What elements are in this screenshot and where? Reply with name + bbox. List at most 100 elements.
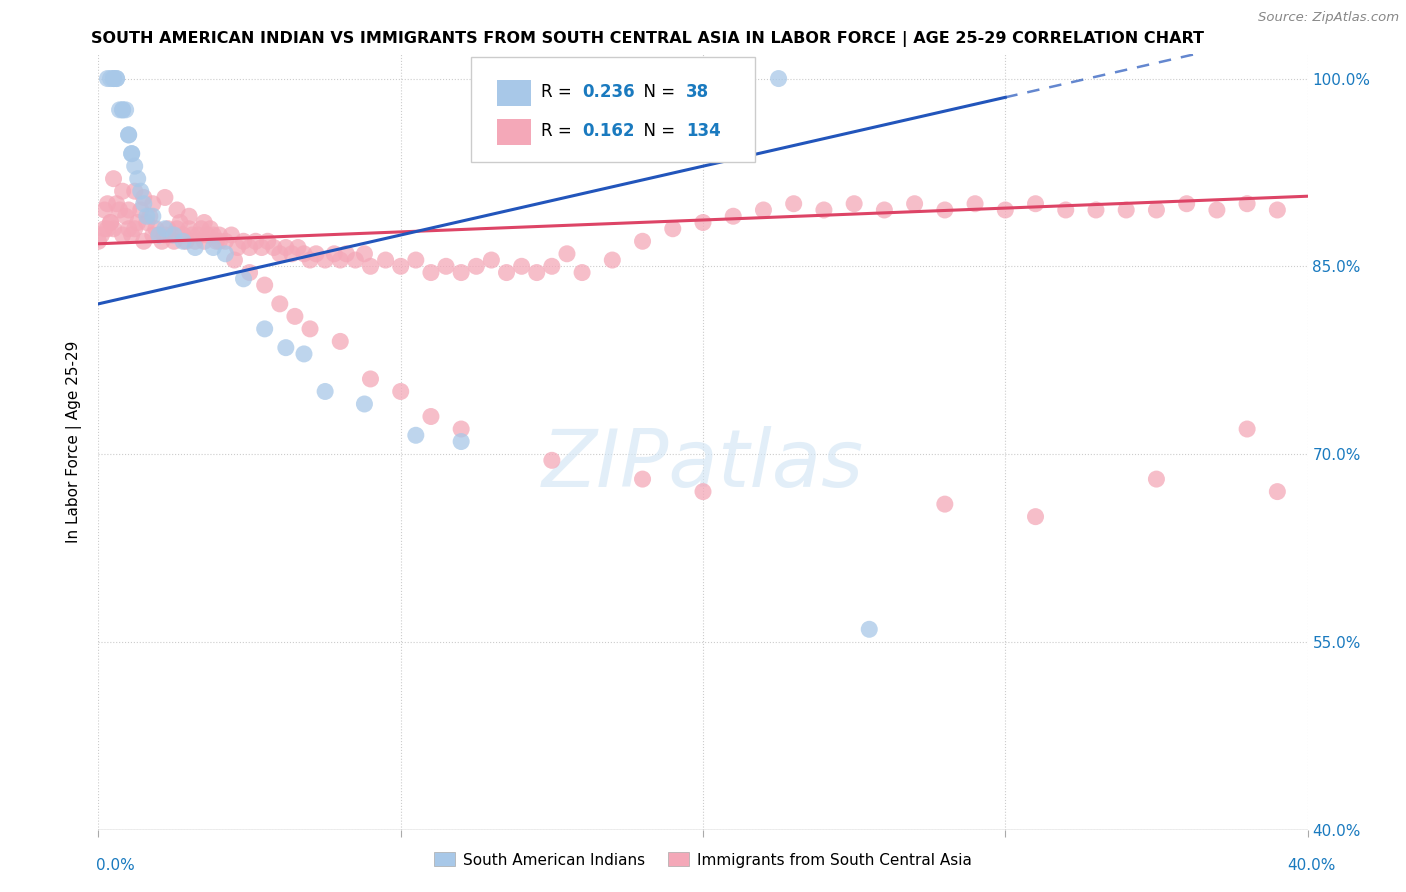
Point <box>305 247 328 261</box>
Point <box>200 221 222 235</box>
Point <box>752 202 775 217</box>
Text: 0.236: 0.236 <box>582 83 634 102</box>
Point <box>299 322 322 336</box>
Point <box>163 234 186 248</box>
Point <box>934 202 956 217</box>
Point <box>179 221 201 235</box>
Point <box>420 409 443 424</box>
Point <box>389 384 412 399</box>
Point <box>465 260 488 274</box>
Point <box>540 453 562 467</box>
Point <box>121 146 143 161</box>
Point <box>208 234 231 248</box>
Point <box>360 260 382 274</box>
Point <box>526 266 548 280</box>
Point <box>510 260 533 274</box>
Point <box>96 71 118 86</box>
Text: N =: N = <box>633 122 681 140</box>
Point <box>314 384 336 399</box>
Text: 40.0%: 40.0% <box>1288 858 1336 872</box>
Point <box>114 103 136 117</box>
Point <box>139 209 162 223</box>
Point <box>142 227 165 242</box>
Point <box>160 227 183 242</box>
Point <box>226 241 249 255</box>
Point <box>153 227 176 242</box>
Point <box>256 234 278 248</box>
Point <box>148 227 170 242</box>
Point <box>132 190 155 204</box>
Point <box>105 71 128 86</box>
Text: ZIPatlas: ZIPatlas <box>541 425 865 504</box>
Point <box>153 221 176 235</box>
Point <box>253 278 276 293</box>
Point <box>124 184 146 198</box>
Point <box>111 184 134 198</box>
Point <box>450 266 472 280</box>
Point <box>187 227 209 242</box>
Point <box>100 215 122 229</box>
Point <box>132 234 155 248</box>
Point <box>127 171 149 186</box>
Point <box>965 196 987 211</box>
Point <box>114 209 136 223</box>
Point <box>181 227 204 242</box>
Text: 0.162: 0.162 <box>582 122 634 140</box>
Point <box>250 241 273 255</box>
Point <box>692 484 714 499</box>
Point <box>129 184 152 198</box>
Point <box>111 227 134 242</box>
Point <box>245 234 267 248</box>
Point <box>142 196 165 211</box>
Point <box>335 247 357 261</box>
Point <box>96 196 118 211</box>
Point <box>405 428 427 442</box>
Point <box>108 103 131 117</box>
Point <box>858 622 880 636</box>
Point <box>420 266 443 280</box>
Point <box>184 241 207 255</box>
Point <box>1144 472 1167 486</box>
Text: R =: R = <box>541 83 576 102</box>
Point <box>253 322 276 336</box>
Point <box>571 266 593 280</box>
FancyBboxPatch shape <box>498 119 531 145</box>
Point <box>1175 196 1198 211</box>
Point <box>108 202 131 217</box>
Point <box>1267 202 1289 217</box>
Point <box>111 103 134 117</box>
Point <box>103 171 125 186</box>
Point <box>150 234 173 248</box>
Point <box>232 272 254 286</box>
Text: SOUTH AMERICAN INDIAN VS IMMIGRANTS FROM SOUTH CENTRAL ASIA IN LABOR FORCE | AGE: SOUTH AMERICAN INDIAN VS IMMIGRANTS FROM… <box>91 31 1205 47</box>
Point <box>87 234 110 248</box>
Point <box>934 497 956 511</box>
Point <box>281 247 304 261</box>
Point <box>661 221 683 235</box>
Point <box>239 266 262 280</box>
Point <box>353 247 375 261</box>
Point <box>172 234 194 248</box>
Point <box>202 241 225 255</box>
Point <box>540 260 562 274</box>
Point <box>163 227 186 242</box>
Point <box>904 196 927 211</box>
Point <box>1024 196 1046 211</box>
Point <box>450 434 472 449</box>
Point <box>132 196 155 211</box>
Point <box>707 71 730 86</box>
Point <box>329 334 352 349</box>
Text: Source: ZipAtlas.com: Source: ZipAtlas.com <box>1258 11 1399 24</box>
Point <box>100 71 122 86</box>
Point <box>118 128 141 142</box>
Point <box>1054 202 1077 217</box>
Point <box>135 215 157 229</box>
Point <box>323 247 346 261</box>
Point <box>105 196 128 211</box>
Point <box>93 221 115 235</box>
Point <box>174 234 197 248</box>
Point <box>118 128 141 142</box>
Point <box>344 253 367 268</box>
Y-axis label: In Labor Force | Age 25-29: In Labor Force | Age 25-29 <box>66 341 83 542</box>
Point <box>1144 202 1167 217</box>
